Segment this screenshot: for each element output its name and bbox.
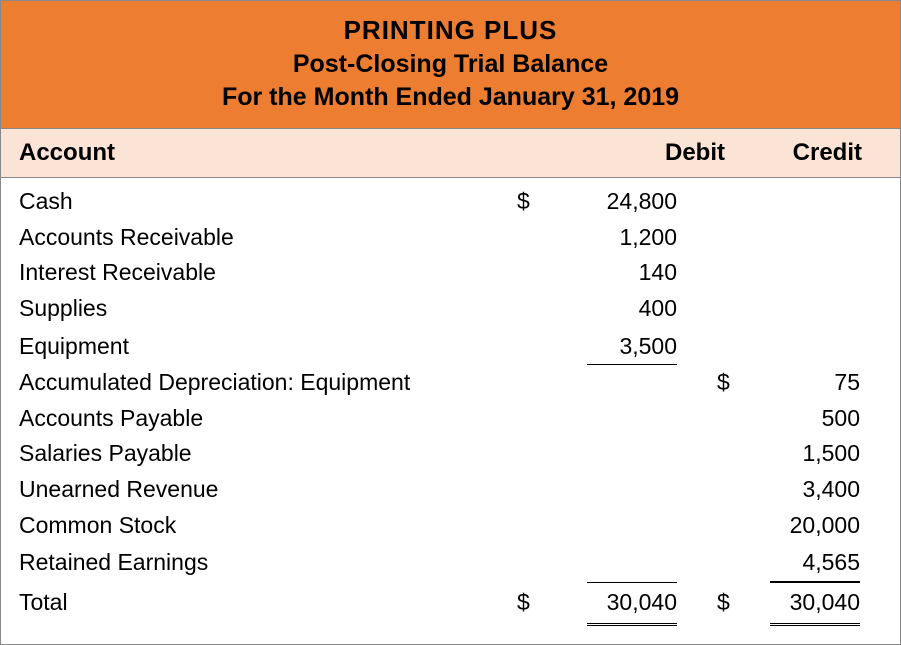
total-label: Total — [1, 585, 517, 621]
account-label: Accounts Payable — [1, 401, 517, 437]
table-row: Accumulated Depreciation: Equipment $ 75 — [1, 365, 900, 401]
title-block: Printing Plus Post-Closing Trial Balance… — [1, 1, 900, 129]
table-row: Common Stock 20,000 — [1, 508, 900, 544]
table-body: Cash $ 24,800 Accounts Receivable 1,200 … — [1, 178, 900, 644]
account-label: Retained Earnings — [1, 545, 517, 581]
company-name: Printing Plus — [1, 15, 900, 46]
col-header-credit: Credit — [733, 129, 900, 177]
account-label: Interest Receivable — [1, 255, 517, 291]
total-row: Total $ 30,040 $ 30,040 — [1, 582, 900, 626]
debit-value: 24,800 — [547, 184, 717, 220]
column-header-row: Account Debit Credit — [1, 129, 900, 178]
table-row: Accounts Payable 500 — [1, 401, 900, 437]
table-row: Unearned Revenue 3,400 — [1, 472, 900, 508]
debit-value: 3,500 — [547, 327, 717, 366]
debit-currency: $ — [517, 585, 547, 621]
debit-value: 400 — [547, 291, 717, 327]
trial-balance-statement: Printing Plus Post-Closing Trial Balance… — [0, 0, 901, 645]
credit-value: 20,000 — [747, 508, 900, 544]
table-row: Retained Earnings 4,565 — [1, 543, 900, 582]
table-row: Accounts Receivable 1,200 — [1, 220, 900, 256]
account-label: Accounts Receivable — [1, 220, 517, 256]
debit-value: 1,200 — [547, 220, 717, 256]
credit-currency: $ — [717, 365, 747, 401]
credit-currency: $ — [717, 585, 747, 621]
total-debit: 30,040 — [547, 582, 717, 626]
credit-value: 75 — [747, 365, 900, 401]
account-label: Salaries Payable — [1, 436, 517, 472]
debit-value: 140 — [547, 255, 717, 291]
report-title: Post-Closing Trial Balance — [1, 50, 900, 79]
table-row: Cash $ 24,800 — [1, 184, 900, 220]
report-period: For the Month Ended January 31, 2019 — [1, 83, 900, 112]
col-header-debit: Debit — [517, 129, 733, 177]
account-label: Unearned Revenue — [1, 472, 517, 508]
debit-currency: $ — [517, 184, 547, 220]
account-label: Equipment — [1, 329, 517, 365]
table-row: Supplies 400 — [1, 291, 900, 327]
account-label: Supplies — [1, 291, 517, 327]
account-label: Cash — [1, 184, 517, 220]
credit-value: 500 — [747, 401, 900, 437]
table-row: Interest Receivable 140 — [1, 255, 900, 291]
credit-value: 3,400 — [747, 472, 900, 508]
total-credit: 30,040 — [747, 582, 900, 626]
account-label: Common Stock — [1, 508, 517, 544]
table-row: Equipment 3,500 — [1, 327, 900, 366]
col-header-account: Account — [1, 129, 517, 177]
credit-value: 4,565 — [747, 543, 900, 582]
credit-value: 1,500 — [747, 436, 900, 472]
table-row: Salaries Payable 1,500 — [1, 436, 900, 472]
account-label: Accumulated Depreciation: Equipment — [1, 365, 517, 401]
